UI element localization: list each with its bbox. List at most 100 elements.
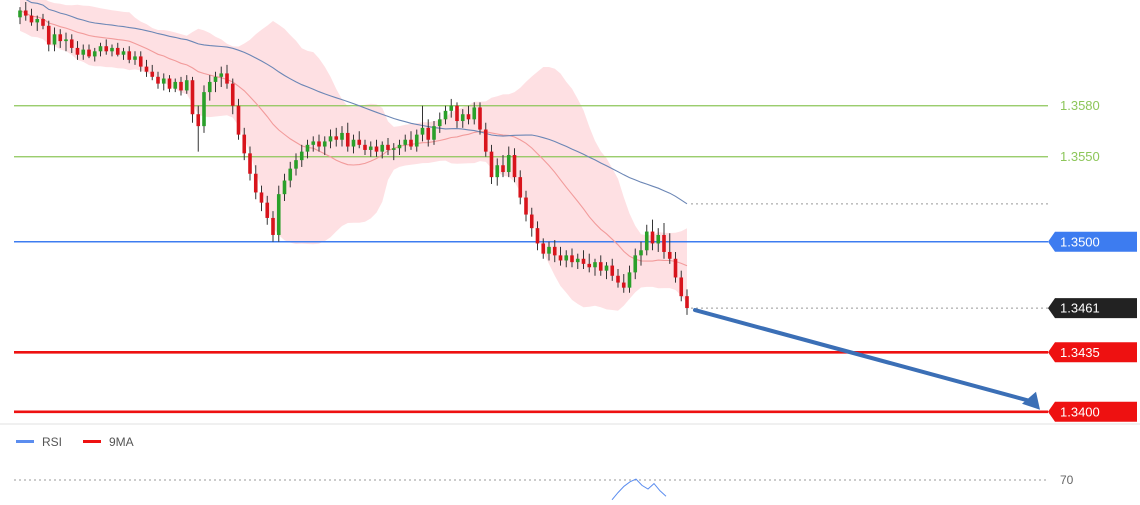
candle-body (41, 19, 45, 26)
candle-body (570, 255, 574, 263)
candle-body (414, 134, 419, 147)
candle-body (478, 107, 482, 130)
candle-body (161, 78, 166, 84)
candle-body (558, 255, 563, 261)
legend-label: RSI (42, 435, 62, 449)
candle-body (489, 151, 494, 178)
candle-body (501, 165, 505, 173)
candle-body (610, 265, 615, 276)
candle-body (403, 139, 408, 145)
candle-body (253, 173, 258, 193)
candle-body (547, 246, 551, 254)
candle-body (156, 76, 160, 84)
candle-body (167, 78, 172, 89)
candle-body (593, 262, 597, 268)
legend-swatch (83, 440, 101, 443)
candle-body (64, 39, 68, 42)
candle-body (621, 282, 626, 288)
candle-body (685, 296, 689, 309)
candle-body (299, 151, 304, 161)
candle-body (110, 47, 114, 52)
candle-body (426, 127, 431, 140)
candle-body (305, 144, 310, 152)
forecast-arrow-shaft (693, 308, 1035, 404)
candle-body (541, 243, 546, 254)
candle-body (386, 144, 390, 150)
candle-body (506, 155, 511, 173)
candle-body (173, 81, 178, 89)
level-badge-label: 1.3435 (1060, 345, 1100, 360)
candle-body (466, 114, 471, 120)
rsi-tick-label: 70 (1060, 473, 1074, 487)
candle-body (662, 234, 666, 252)
candle-body (575, 258, 580, 263)
candle-body (248, 153, 252, 174)
candle-body (52, 34, 57, 45)
candle-body (294, 160, 298, 169)
candle-body (69, 39, 74, 48)
candle-body (673, 258, 678, 278)
candle-body (115, 47, 120, 55)
candle-body (121, 51, 126, 55)
level-badge (1048, 342, 1137, 363)
candle-body (196, 114, 201, 127)
candle-body (265, 202, 270, 218)
candle-body (374, 146, 379, 152)
moving-average-line (19, 9, 688, 267)
forecast-arrow-head (1022, 391, 1040, 410)
candle-body (219, 73, 224, 77)
candle-body (144, 66, 149, 72)
level-badge-label: 1.3500 (1060, 234, 1100, 249)
candle-body (627, 272, 632, 288)
candle-body (512, 155, 517, 178)
candle-body (230, 83, 235, 106)
candle-body (236, 105, 241, 135)
candle-body (288, 168, 293, 181)
candle-body (587, 263, 592, 268)
candle-body (351, 139, 356, 147)
candle-body (524, 197, 528, 215)
candle-body (639, 250, 643, 256)
candle-body (397, 144, 402, 149)
candle-body (150, 71, 155, 77)
candle-body (98, 46, 103, 52)
moving-average-layer (19, 0, 688, 267)
level-badge-label: 1.3400 (1060, 404, 1100, 419)
candle-body (409, 139, 413, 147)
level-label: 1.3550 (1060, 149, 1100, 164)
candle-body (340, 132, 344, 140)
candle-body (437, 119, 442, 127)
candle-body (225, 73, 229, 84)
candle-body (598, 262, 603, 271)
candle-body (357, 139, 362, 145)
legend-swatch (16, 440, 34, 443)
candle-body (271, 217, 275, 235)
candle-body (46, 25, 51, 45)
horizontal-levels-layer (14, 105, 1048, 414)
candle-body (282, 180, 287, 195)
candle-body (391, 148, 396, 150)
candle-body (460, 114, 465, 122)
candlesticks-layer (18, 2, 689, 315)
level-badge (1048, 231, 1137, 252)
candle-body (81, 49, 86, 55)
candle-body (432, 126, 436, 140)
candle-body (633, 255, 638, 273)
candle-body (644, 231, 649, 251)
level-badge (1048, 401, 1137, 422)
candle-body (616, 275, 620, 283)
candle-body (483, 129, 488, 152)
candle-body (23, 10, 28, 16)
candle-body (679, 277, 684, 297)
candle-body (92, 51, 97, 57)
candle-body (535, 228, 540, 244)
price-labels-layer: 1.3580 1.3550 1.3500 1.3435 1.3400 1.3461 (1048, 98, 1137, 422)
rsi-panel: RSI 9MA 70 (0, 423, 1140, 501)
candle-body (328, 136, 333, 142)
candle-body (184, 80, 189, 91)
candle-body (179, 81, 183, 91)
candle-body (345, 132, 350, 147)
candle-body (18, 10, 22, 18)
